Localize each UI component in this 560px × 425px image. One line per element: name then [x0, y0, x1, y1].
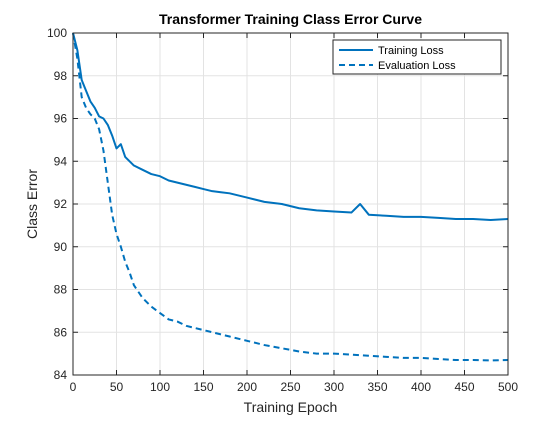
y-tick-label: 98: [54, 69, 68, 83]
y-tick-label: 90: [54, 240, 68, 254]
x-tick-label: 100: [150, 380, 170, 394]
y-tick-label: 88: [54, 283, 68, 297]
legend-box: [332, 39, 502, 75]
y-tick-label: 92: [54, 197, 68, 211]
y-axis-label: Class Error: [24, 169, 40, 239]
x-tick-label: 350: [367, 380, 387, 394]
legend-label-evaluation-loss: Evaluation Loss: [378, 60, 456, 72]
series-layer: [72, 32, 509, 362]
chart-title: Transformer Training Class Error Curve: [159, 11, 422, 27]
legend-label-training-loss: Training Loss: [378, 45, 444, 57]
y-tick-label: 86: [54, 325, 68, 339]
ticks: [72, 32, 509, 376]
series-line-evaluation-loss: [72, 32, 509, 362]
legend: Training Loss Evaluation Loss: [332, 39, 502, 75]
x-tick-label: 200: [237, 380, 257, 394]
x-tick-label: 300: [324, 380, 344, 394]
x-tick-label: 450: [454, 380, 474, 394]
x-tick-label: 150: [193, 380, 213, 394]
x-tick-label: 0: [70, 380, 77, 394]
x-tick-label: 400: [411, 380, 431, 394]
series-line-training-loss: [72, 32, 509, 222]
x-tick-label: 500: [498, 380, 518, 394]
y-tick-label: 84: [54, 368, 68, 382]
x-axis-label: Training Epoch: [244, 399, 338, 415]
y-tick-label: 96: [54, 112, 68, 126]
y-tick-label: 100: [47, 26, 67, 40]
x-tick-label: 250: [280, 380, 300, 394]
y-tick-label: 94: [54, 154, 68, 168]
tick-labels: 0 50 100 150 200 250 300 350 400 450 500 84 86 88 90 92…: [47, 26, 518, 394]
x-tick-label: 50: [110, 380, 124, 394]
